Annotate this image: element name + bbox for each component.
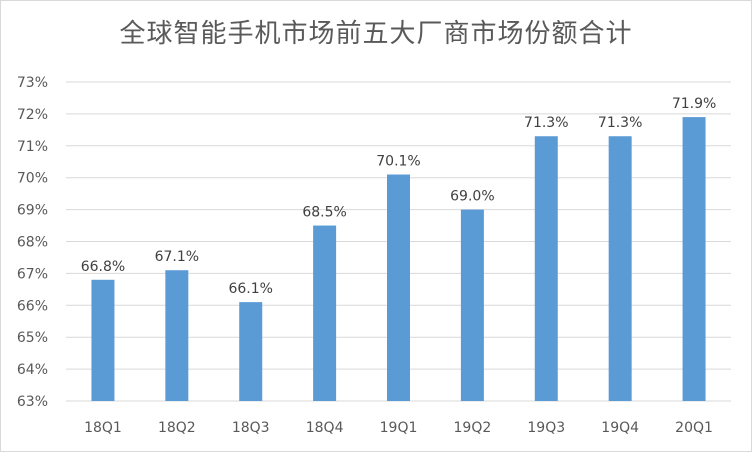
x-tick-label: 18Q2 [158, 420, 196, 436]
bar [460, 209, 484, 401]
y-tick-label: 67% [17, 266, 48, 282]
x-tick-label: 20Q1 [675, 420, 713, 436]
data-label: 70.1% [376, 154, 420, 170]
y-tick-label: 73% [17, 75, 48, 91]
x-tick-label: 18Q1 [84, 420, 122, 436]
data-label: 68.5% [302, 205, 346, 221]
y-tick-label: 66% [17, 298, 48, 314]
x-tick-label: 19Q4 [601, 420, 639, 436]
y-tick-label: 64% [17, 362, 48, 378]
y-tick-label: 65% [17, 330, 48, 346]
bar [534, 136, 558, 402]
data-label: 67.1% [155, 249, 199, 265]
y-tick-label: 70% [17, 171, 48, 187]
chart-title: 全球智能手机市场前五大厂商市场份额合计 [119, 19, 633, 49]
x-tick-label: 19Q3 [527, 420, 565, 436]
y-tick-label: 71% [17, 139, 48, 155]
x-tick-label: 18Q4 [306, 420, 344, 436]
x-tick-label: 19Q2 [454, 420, 492, 436]
y-tick-label: 72% [17, 107, 48, 123]
bar [165, 270, 189, 401]
x-tick-label: 18Q3 [232, 420, 270, 436]
data-label: 71.3% [598, 115, 642, 131]
bar [239, 302, 263, 401]
data-label: 71.3% [524, 115, 568, 131]
y-tick-label: 69% [17, 203, 48, 219]
data-label: 66.1% [228, 281, 272, 297]
bar [91, 279, 115, 401]
data-label: 66.8% [81, 259, 125, 275]
bar [608, 136, 632, 402]
y-tick-label: 68% [17, 235, 48, 251]
bar [682, 117, 706, 401]
x-tick-label: 19Q1 [380, 420, 418, 436]
bar [387, 174, 410, 401]
bar [313, 225, 337, 401]
y-tick-label: 63% [17, 394, 48, 410]
data-label: 69.0% [450, 189, 494, 205]
data-label: 71.9% [672, 96, 716, 112]
